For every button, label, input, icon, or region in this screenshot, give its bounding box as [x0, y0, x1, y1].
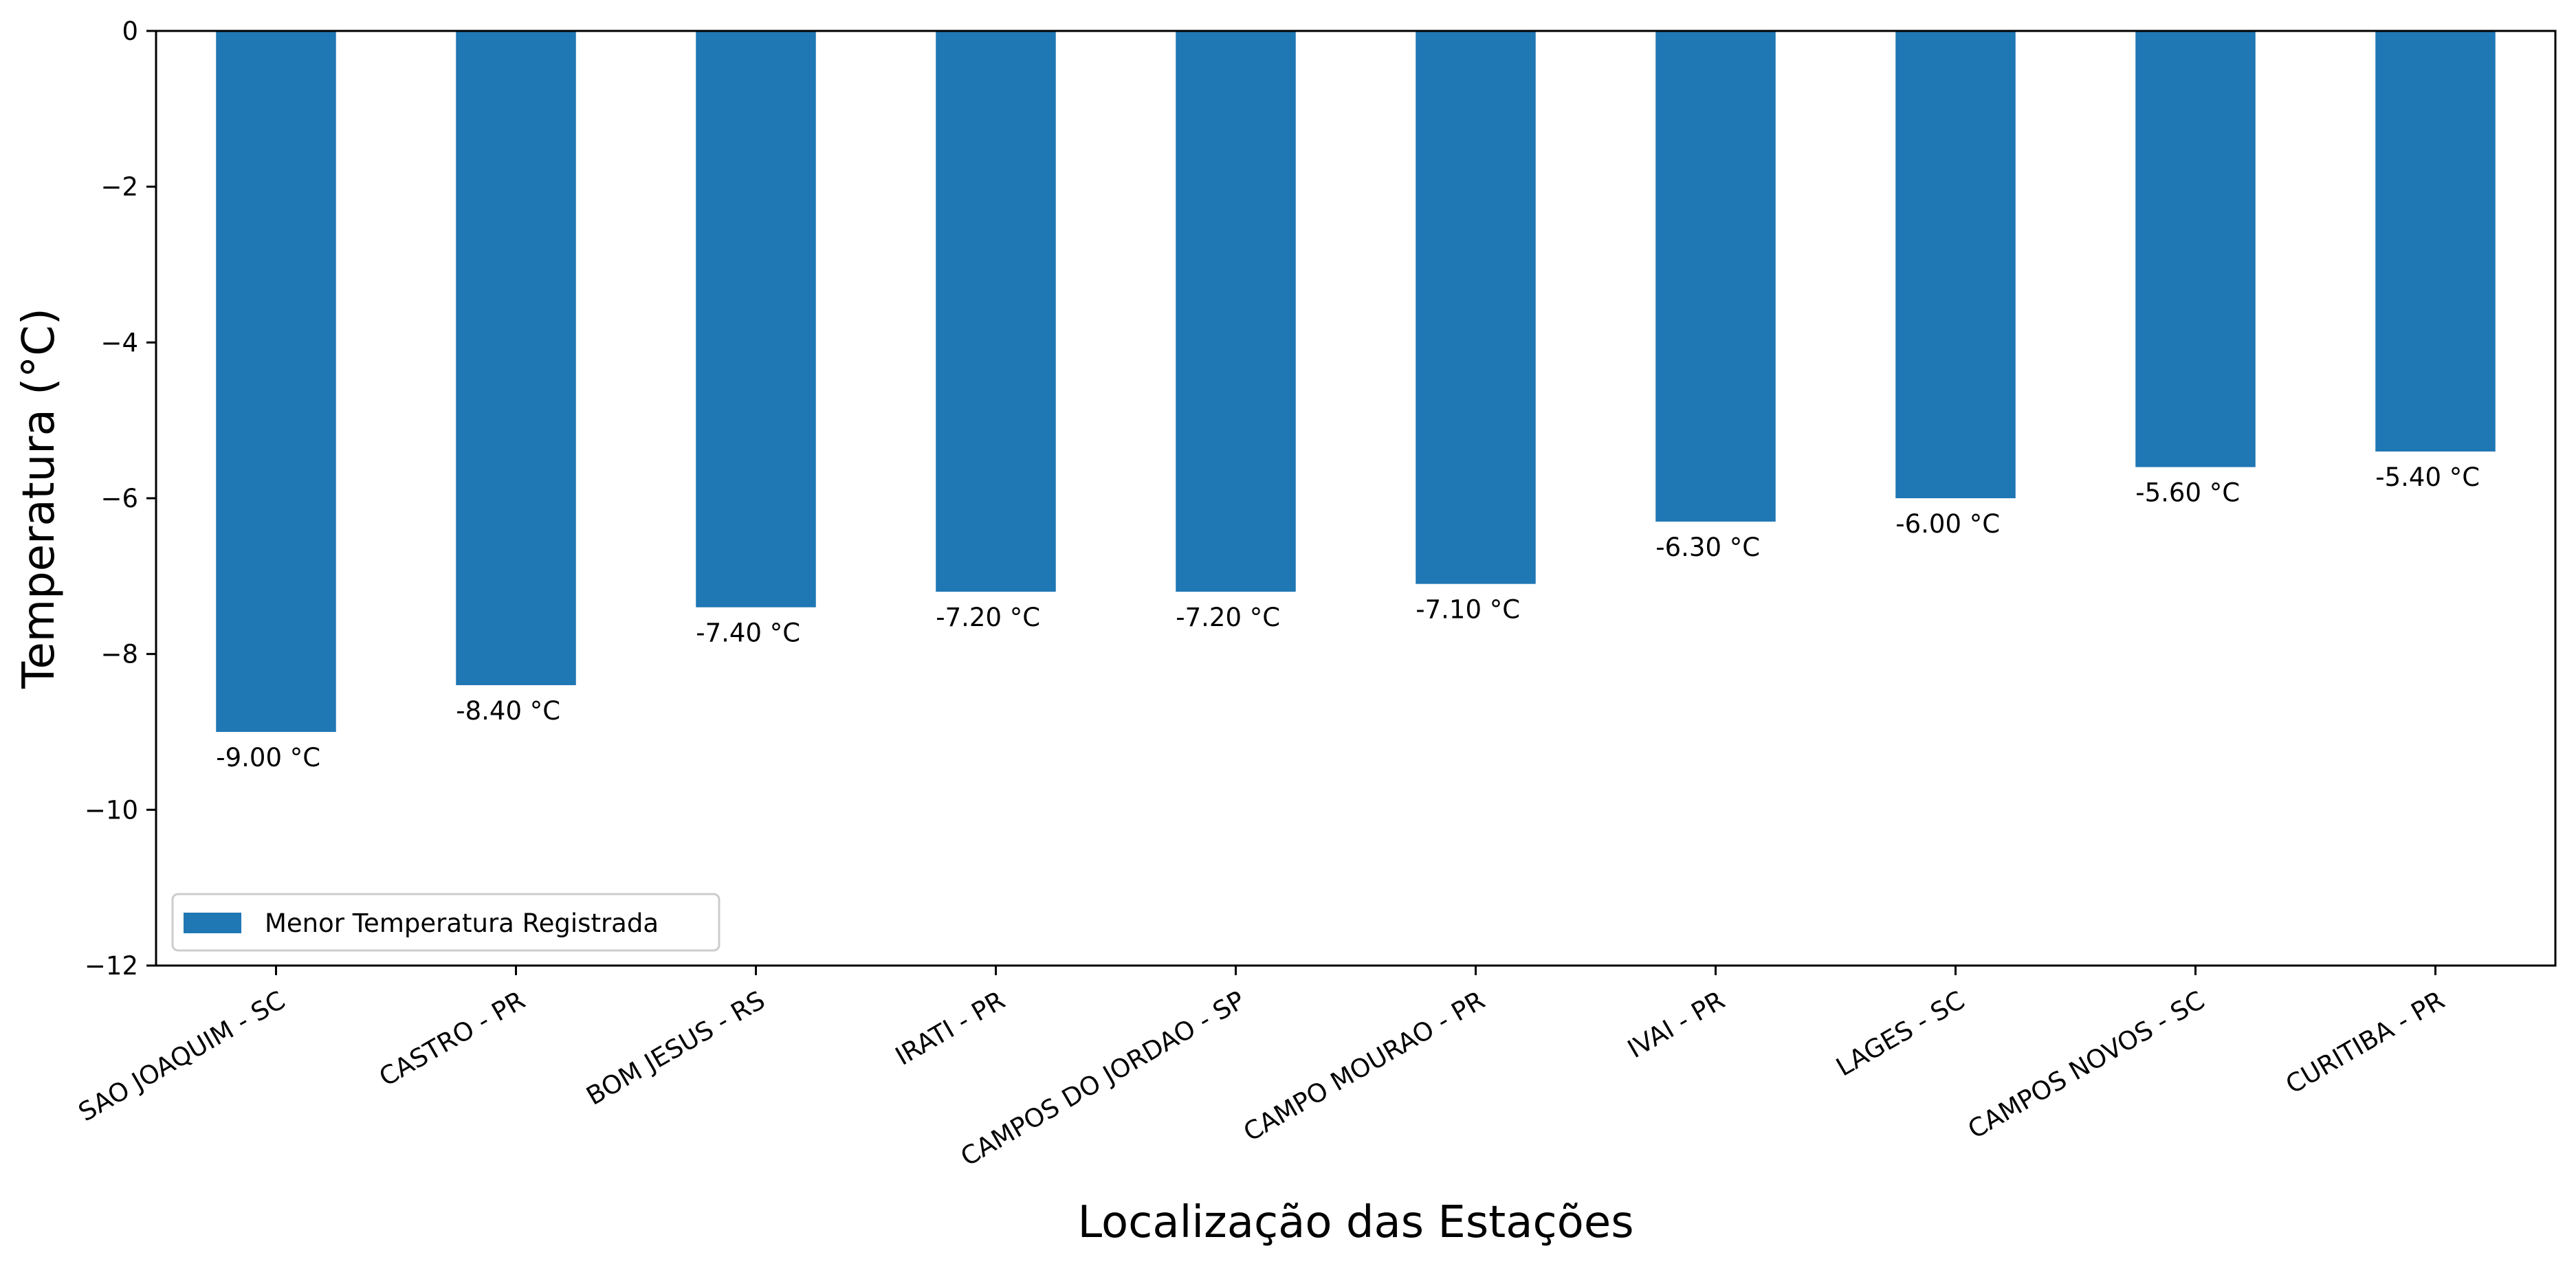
y-tick-label: −6	[100, 484, 138, 513]
y-tick-label: 0	[122, 16, 138, 46]
bar-value-label: -5.60 °C	[2135, 478, 2240, 508]
bar-value-label: -6.30 °C	[1655, 533, 1760, 562]
bar-value-label: -8.40 °C	[456, 696, 560, 726]
y-axis: 0 −2 −4 −6 −8 −10 −12	[85, 16, 156, 981]
bar	[216, 31, 336, 732]
y-tick-label: −10	[85, 795, 138, 825]
y-tick-label: −2	[100, 172, 138, 202]
bar	[2135, 31, 2256, 467]
legend-box	[171, 893, 720, 952]
y-axis-title: Temperatura (°C)	[14, 308, 65, 689]
bar-value-label: -7.20 °C	[936, 603, 1040, 632]
bar	[456, 31, 576, 685]
legend-label: Menor Temperatura Registrada	[265, 909, 659, 938]
y-tick-label: −4	[100, 328, 138, 357]
bars-group	[216, 31, 2496, 732]
bar	[1176, 31, 1296, 592]
bar-value-label: -5.40 °C	[2375, 463, 2480, 492]
legend-swatch	[184, 913, 241, 933]
bar	[1895, 31, 2016, 498]
y-tick-label: −8	[100, 640, 138, 669]
bar-value-label: -7.40 °C	[696, 619, 800, 648]
bar	[936, 31, 1056, 592]
bar	[1416, 31, 1536, 584]
bar	[2375, 31, 2496, 452]
bar-value-label: -9.00 °C	[216, 743, 320, 772]
bar	[1655, 31, 1776, 522]
x-axis-title: Localização das Estações	[1077, 1197, 1633, 1248]
bar-labels-group: -9.00 °C -8.40 °C -7.40 °C -7.20 °C -7.20 °C…	[216, 463, 2480, 772]
bar	[696, 31, 816, 608]
legend: Menor Temperatura Registrada	[171, 893, 720, 952]
bar-value-label: -6.00 °C	[1895, 509, 2000, 539]
plot-frame	[155, 30, 2557, 967]
y-tick-label: −12	[85, 951, 138, 981]
bar-value-label: -7.20 °C	[1176, 603, 1280, 632]
bar-value-label: -7.10 °C	[1416, 595, 1520, 625]
